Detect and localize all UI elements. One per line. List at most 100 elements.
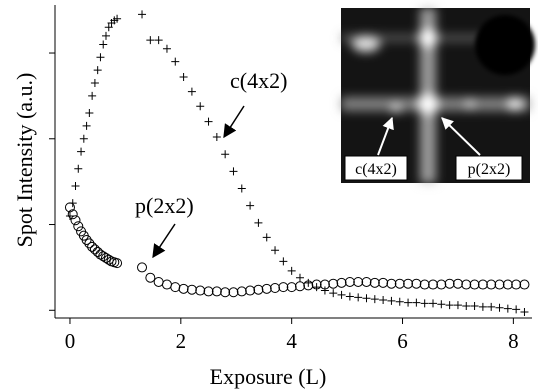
x-tick-label: 6 bbox=[397, 329, 408, 353]
data-point bbox=[370, 278, 379, 287]
data-point bbox=[453, 279, 462, 288]
x-tick-label: 2 bbox=[176, 329, 187, 353]
data-point bbox=[404, 299, 412, 307]
data-point bbox=[504, 305, 512, 313]
data-point bbox=[287, 283, 296, 292]
data-point bbox=[296, 274, 304, 282]
data-point bbox=[71, 216, 80, 225]
x-tick-label: 0 bbox=[65, 329, 76, 353]
data-point bbox=[263, 233, 271, 241]
y-axis-label: Spot Intensity (a.u.) bbox=[12, 73, 37, 248]
data-point bbox=[346, 293, 354, 301]
data-point bbox=[329, 279, 338, 288]
series-annotation: c(4x2) bbox=[230, 68, 287, 93]
inset-shadow bbox=[475, 15, 535, 75]
data-point bbox=[179, 284, 188, 293]
data-point bbox=[138, 10, 146, 18]
data-point bbox=[229, 167, 237, 175]
data-point bbox=[304, 279, 312, 287]
data-point bbox=[421, 299, 429, 307]
data-point bbox=[362, 277, 371, 286]
data-point bbox=[487, 280, 496, 289]
data-point bbox=[387, 297, 395, 305]
data-point bbox=[437, 300, 445, 308]
data-point bbox=[412, 299, 420, 307]
data-point bbox=[77, 148, 85, 156]
inset-label: c(4x2) bbox=[355, 161, 397, 178]
data-point bbox=[379, 296, 387, 304]
data-point bbox=[313, 283, 321, 291]
data-point bbox=[138, 263, 147, 272]
data-point bbox=[354, 277, 363, 286]
data-point bbox=[91, 79, 99, 87]
data-point bbox=[271, 283, 280, 292]
data-point bbox=[470, 280, 479, 289]
data-point bbox=[196, 102, 204, 110]
data-point bbox=[471, 302, 479, 310]
data-point bbox=[379, 278, 388, 287]
data-point bbox=[295, 282, 304, 291]
data-point bbox=[180, 73, 188, 81]
data-point bbox=[171, 283, 180, 292]
data-point bbox=[254, 219, 262, 227]
data-point bbox=[212, 287, 221, 296]
data-point bbox=[454, 301, 462, 309]
chart: Exposure (L) Spot Intensity (a.u.) c(4x2… bbox=[0, 0, 538, 389]
annotation-arrow bbox=[224, 106, 244, 137]
data-point bbox=[187, 285, 196, 294]
data-point bbox=[221, 288, 230, 297]
data-point bbox=[420, 280, 429, 289]
data-point bbox=[462, 280, 471, 289]
data-point bbox=[429, 280, 438, 289]
data-point bbox=[512, 280, 521, 289]
data-point bbox=[213, 133, 221, 141]
data-point bbox=[188, 88, 196, 96]
data-point bbox=[520, 308, 528, 316]
data-point bbox=[74, 222, 83, 231]
x-axis-label: Exposure (L) bbox=[210, 364, 327, 389]
data-point bbox=[72, 182, 80, 190]
data-point bbox=[338, 291, 346, 299]
data-point bbox=[96, 53, 104, 61]
data-point bbox=[396, 298, 404, 306]
x-tick-label: 4 bbox=[286, 329, 297, 353]
data-point bbox=[288, 267, 296, 275]
x-tick-label: 8 bbox=[508, 329, 519, 353]
data-point bbox=[520, 280, 529, 289]
data-point bbox=[246, 286, 255, 295]
data-point bbox=[462, 302, 470, 310]
data-point bbox=[345, 277, 354, 286]
data-point bbox=[404, 279, 413, 288]
data-point bbox=[271, 246, 279, 254]
data-point bbox=[254, 285, 263, 294]
data-point bbox=[337, 278, 346, 287]
data-point bbox=[205, 118, 213, 126]
data-point bbox=[479, 303, 487, 311]
data-point bbox=[446, 301, 454, 309]
data-point bbox=[221, 150, 229, 158]
data-point bbox=[445, 279, 454, 288]
data-point bbox=[154, 277, 163, 286]
data-point bbox=[146, 36, 154, 44]
data-point bbox=[354, 293, 362, 301]
data-point bbox=[478, 280, 487, 289]
series-annotation: p(2x2) bbox=[135, 193, 194, 218]
data-point bbox=[412, 279, 421, 288]
data-point bbox=[90, 245, 99, 254]
data-point bbox=[163, 45, 171, 53]
data-point bbox=[387, 279, 396, 288]
annotation-arrow bbox=[153, 224, 175, 257]
data-point bbox=[495, 280, 504, 289]
data-point bbox=[362, 294, 370, 302]
data-point bbox=[496, 304, 504, 312]
data-point bbox=[279, 283, 288, 292]
data-point bbox=[279, 257, 287, 265]
data-point bbox=[503, 280, 512, 289]
data-point bbox=[196, 286, 205, 295]
data-point bbox=[229, 288, 238, 297]
data-point bbox=[162, 280, 171, 289]
data-point bbox=[429, 299, 437, 307]
data-point bbox=[395, 279, 404, 288]
data-point bbox=[487, 303, 495, 311]
data-point bbox=[329, 289, 337, 297]
